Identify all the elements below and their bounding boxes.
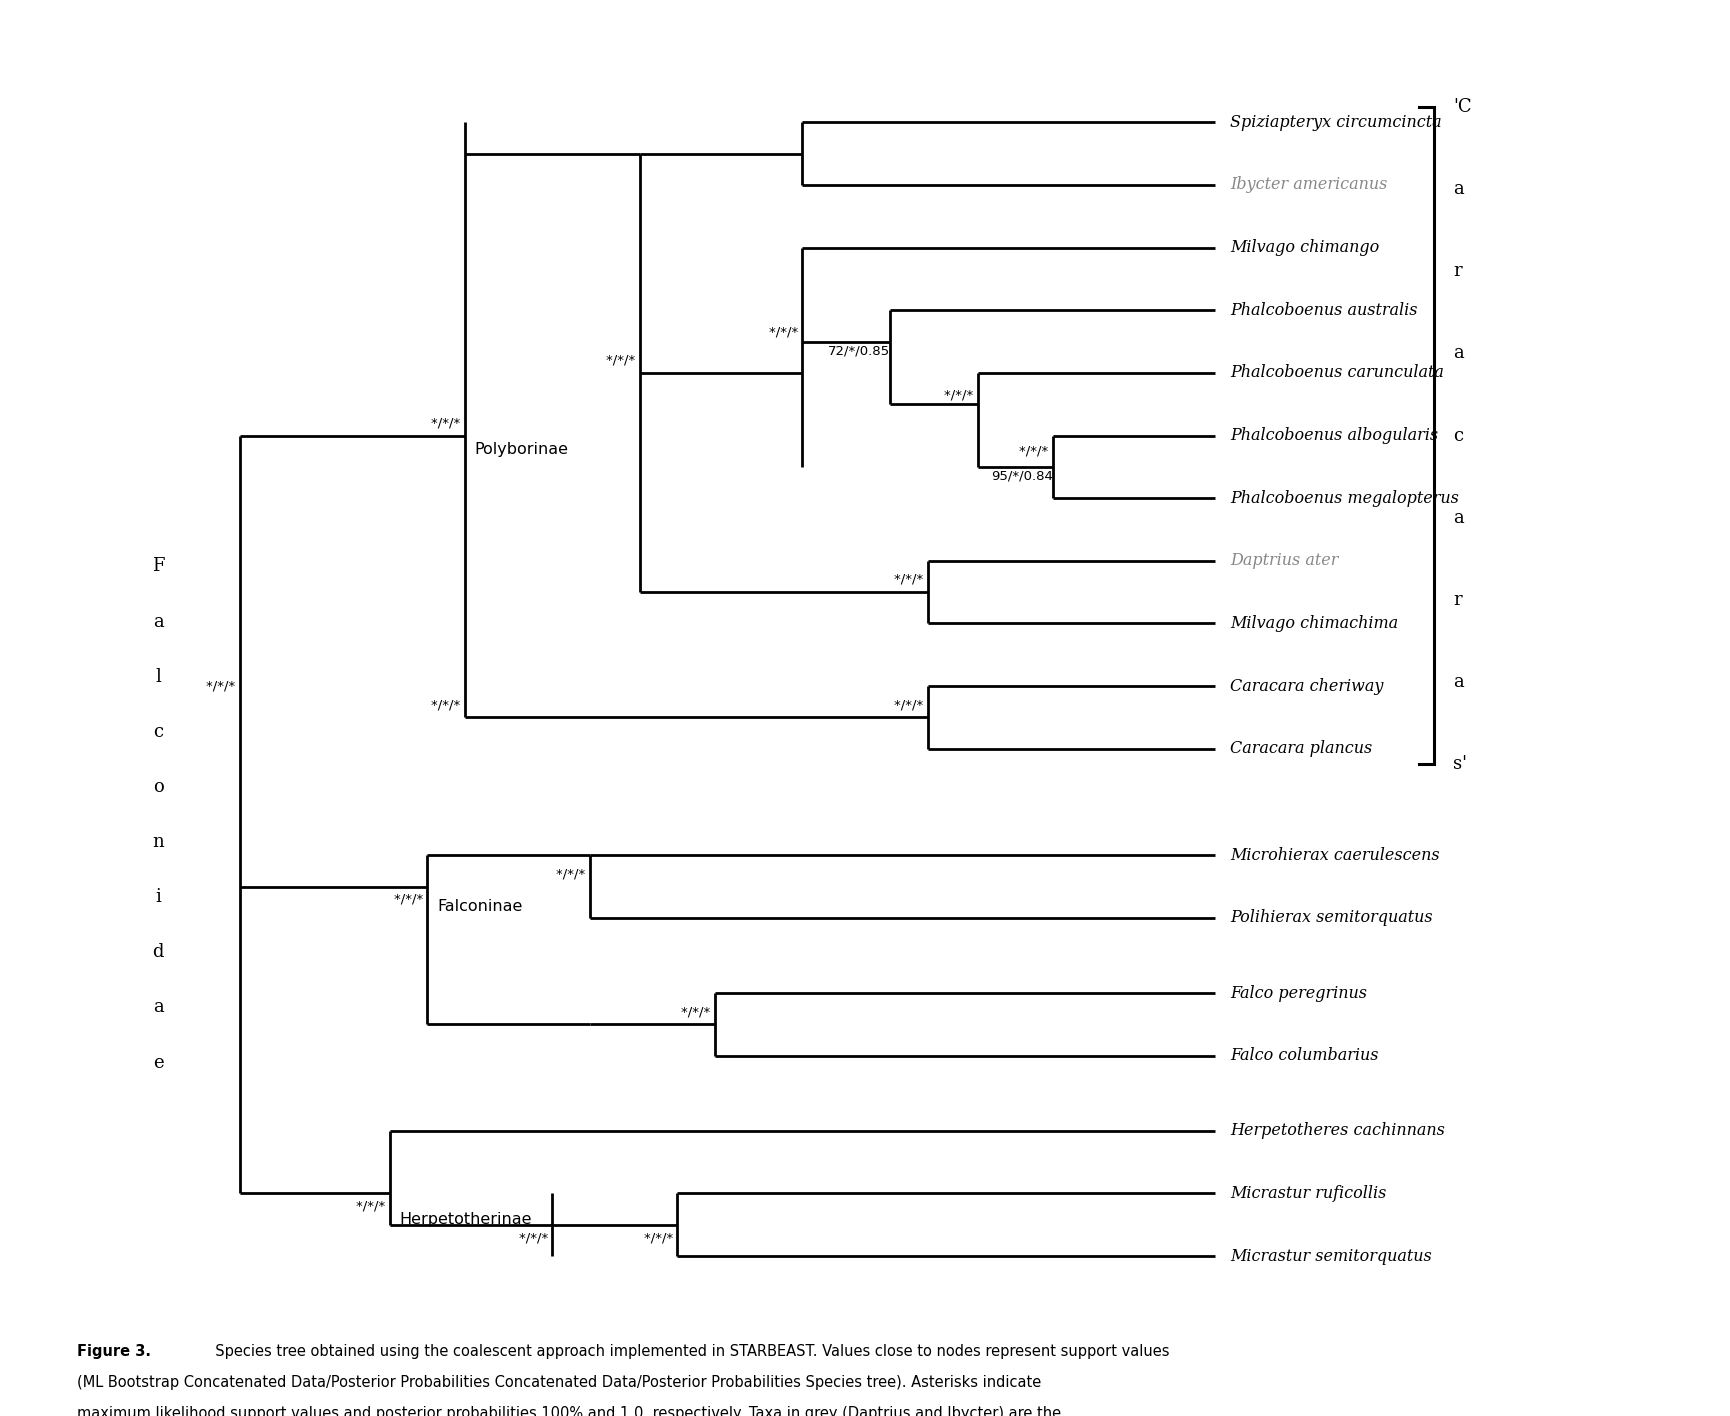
Text: Phalcoboenus megalopterus: Phalcoboenus megalopterus xyxy=(1230,490,1458,507)
Text: a: a xyxy=(1453,673,1464,691)
Text: o: o xyxy=(152,777,164,796)
Text: Falconinae: Falconinae xyxy=(438,899,522,915)
Text: Micrastur ruficollis: Micrastur ruficollis xyxy=(1230,1185,1387,1202)
Text: Falco peregrinus: Falco peregrinus xyxy=(1230,984,1367,1001)
Text: */*/*: */*/* xyxy=(356,1199,389,1212)
Text: d: d xyxy=(152,943,164,961)
Text: Caracara cheriway: Caracara cheriway xyxy=(1230,678,1384,695)
Text: Falco columbarius: Falco columbarius xyxy=(1230,1048,1379,1065)
Text: 95/*/0.84: 95/*/0.84 xyxy=(991,470,1052,483)
Text: Daptrius ater: Daptrius ater xyxy=(1230,552,1339,569)
Text: a: a xyxy=(1453,344,1464,362)
Text: Milvago chimango: Milvago chimango xyxy=(1230,239,1379,256)
Text: 'C: 'C xyxy=(1453,98,1472,116)
Text: c: c xyxy=(154,722,163,741)
Text: */*/*: */*/* xyxy=(894,698,927,711)
Text: */*/*: */*/* xyxy=(206,680,239,692)
Text: */*/*: */*/* xyxy=(894,573,927,586)
Text: (ML Bootstrap Concatenated Data/Posterior Probabilities Concatenated Data/Poster: (ML Bootstrap Concatenated Data/Posterio… xyxy=(76,1375,1041,1391)
Text: */*/*: */*/* xyxy=(644,1231,678,1245)
Text: Phalcoboenus albogularis: Phalcoboenus albogularis xyxy=(1230,428,1438,445)
Text: a: a xyxy=(1453,180,1464,198)
Text: */*/*: */*/* xyxy=(394,893,427,906)
Text: */*/*: */*/* xyxy=(768,326,803,338)
Text: s': s' xyxy=(1453,755,1467,773)
Text: n: n xyxy=(152,833,164,851)
Text: a: a xyxy=(152,998,164,1017)
Text: c: c xyxy=(1453,426,1464,445)
Text: Figure 3.: Figure 3. xyxy=(76,1344,151,1359)
Text: i: i xyxy=(156,888,161,906)
Text: Ibycter americanus: Ibycter americanus xyxy=(1230,177,1387,194)
Text: 72/*/0.85: 72/*/0.85 xyxy=(829,344,889,358)
Text: a: a xyxy=(1453,508,1464,527)
Text: l: l xyxy=(156,668,161,685)
Text: Herpetotheres cachinnans: Herpetotheres cachinnans xyxy=(1230,1123,1445,1140)
Text: Phalcoboenus carunculata: Phalcoboenus carunculata xyxy=(1230,364,1445,381)
Text: r: r xyxy=(1453,590,1462,609)
Text: */*/*: */*/* xyxy=(682,1005,714,1018)
Text: a: a xyxy=(152,613,164,630)
Text: Species tree obtained using the coalescent approach implemented in STARBEAST. Va: Species tree obtained using the coalesce… xyxy=(206,1344,1169,1359)
Text: */*/*: */*/* xyxy=(431,698,465,711)
Text: Polihierax semitorquatus: Polihierax semitorquatus xyxy=(1230,909,1432,926)
Text: */*/*: */*/* xyxy=(557,867,590,881)
Text: e: e xyxy=(152,1054,164,1072)
Text: r: r xyxy=(1453,262,1462,280)
Text: Milvago chimachima: Milvago chimachima xyxy=(1230,615,1398,632)
Text: Micrastur semitorquatus: Micrastur semitorquatus xyxy=(1230,1247,1432,1264)
Text: maximum likelihood support values and posterior probabilities 100% and 1.0, resp: maximum likelihood support values and po… xyxy=(76,1406,1060,1416)
Text: Phalcoboenus australis: Phalcoboenus australis xyxy=(1230,302,1419,319)
Text: Polyborinae: Polyborinae xyxy=(474,442,569,457)
Text: Herpetotherinae: Herpetotherinae xyxy=(400,1212,533,1228)
Text: */*/*: */*/* xyxy=(945,388,977,401)
Text: Caracara plancus: Caracara plancus xyxy=(1230,741,1372,758)
Text: */*/*: */*/* xyxy=(519,1231,552,1245)
Text: F: F xyxy=(152,558,164,575)
Text: */*/*: */*/* xyxy=(606,354,640,367)
Text: Microhierax caerulescens: Microhierax caerulescens xyxy=(1230,847,1439,864)
Text: */*/*: */*/* xyxy=(431,416,465,429)
Text: */*/*: */*/* xyxy=(1019,445,1052,457)
Text: Spiziapteryx circumcincta: Spiziapteryx circumcincta xyxy=(1230,113,1441,130)
